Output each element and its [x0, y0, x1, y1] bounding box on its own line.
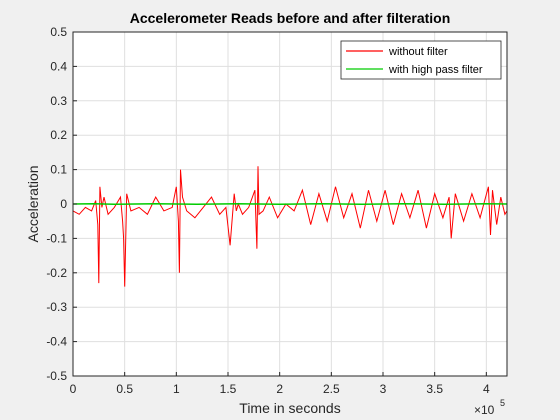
y-tick-label: 0.2 — [50, 128, 67, 142]
x-tick-label: 3.5 — [426, 382, 443, 396]
y-tick-label: -0.2 — [46, 266, 67, 280]
legend: without filter with high pass filter — [341, 41, 501, 79]
x-tick-label: 4 — [483, 382, 490, 396]
y-tick-label: 0.3 — [50, 94, 67, 108]
y-axis-label: Acceleration — [25, 165, 41, 242]
y-tick-label: 0 — [60, 197, 67, 211]
legend-label-without-filter: without filter — [388, 46, 448, 58]
y-tick-label: 0.5 — [50, 25, 67, 39]
x-tick-label: 2 — [276, 382, 283, 396]
y-tick-label: -0.5 — [46, 369, 67, 383]
x-tick-label: 0 — [70, 382, 77, 396]
y-tick-label: -0.1 — [46, 231, 67, 245]
x-axis-label: Time in seconds — [239, 400, 340, 416]
y-tick-label: -0.4 — [46, 335, 67, 349]
legend-label-with-high-pass-filter: with high pass filter — [388, 64, 483, 76]
x-tick-label: 2.5 — [323, 382, 340, 396]
x-tick-label: 0.5 — [116, 382, 133, 396]
x-tick-label: 1 — [173, 382, 180, 396]
x-exponent-label: ×10 — [474, 403, 495, 417]
y-tick-label: 0.4 — [50, 59, 67, 73]
x-tick-label: 3 — [380, 382, 387, 396]
y-tick-label: -0.3 — [46, 300, 67, 314]
series-line-with-high-pass-filter — [73, 204, 507, 205]
y-tick-label: 0.1 — [50, 163, 67, 177]
x-tick-label: 1.5 — [220, 382, 237, 396]
chart-title: Accelerometer Reads before and after fil… — [130, 10, 451, 26]
x-exponent-power: 5 — [500, 398, 505, 408]
